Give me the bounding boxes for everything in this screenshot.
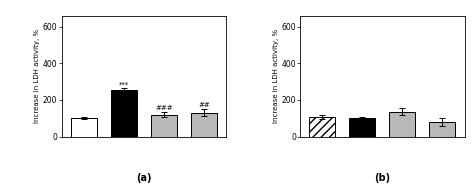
Bar [389, 112, 415, 136]
Bar [71, 118, 97, 136]
Text: ##: ## [198, 103, 210, 108]
Bar [191, 113, 217, 136]
Text: (a): (a) [136, 173, 152, 183]
Bar [429, 122, 456, 136]
Text: ***: *** [118, 81, 129, 87]
Text: ###: ### [155, 105, 173, 111]
Bar [309, 117, 335, 136]
Bar [349, 118, 375, 136]
Bar [111, 90, 137, 136]
Y-axis label: Increase in LDH activity, %: Increase in LDH activity, % [34, 29, 40, 123]
Y-axis label: Increase in LDH activity, %: Increase in LDH activity, % [273, 29, 279, 123]
Bar [151, 114, 177, 136]
Text: (b): (b) [374, 173, 391, 183]
